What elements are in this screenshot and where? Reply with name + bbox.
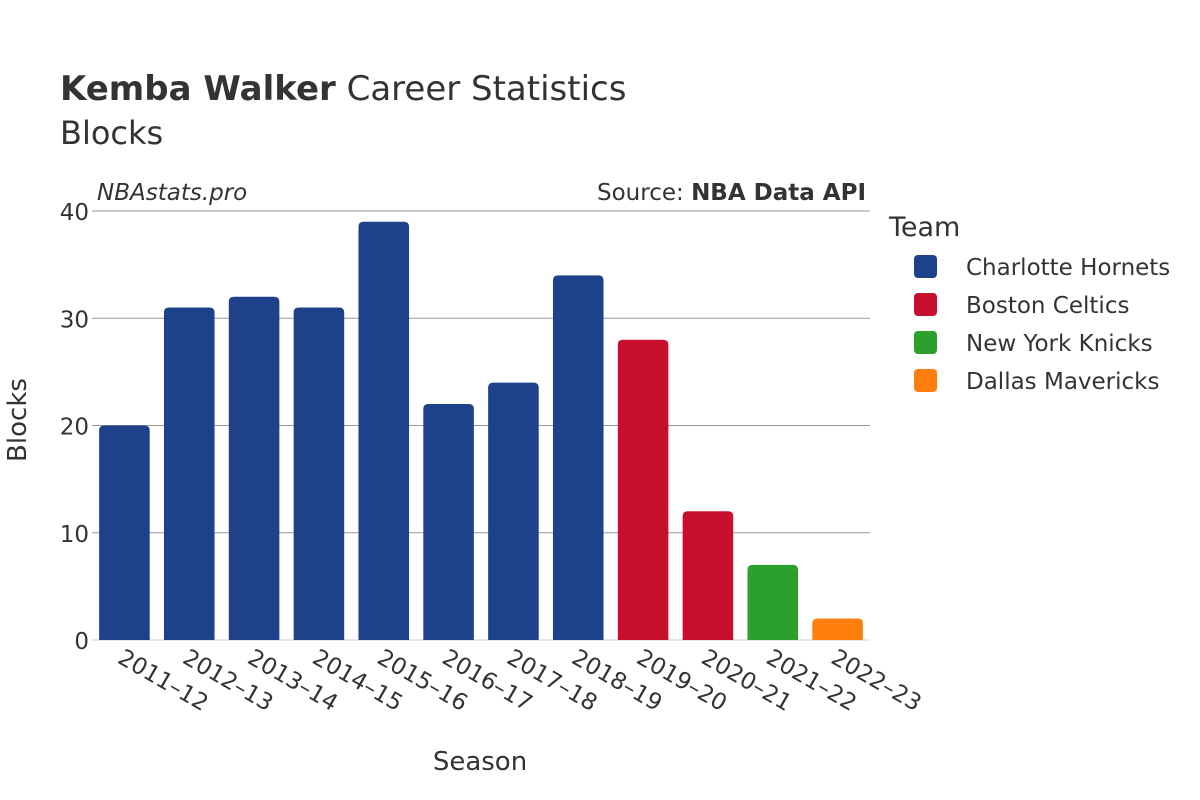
- chart-title-bold: Kemba Walker: [60, 69, 336, 109]
- bar[interactable]: [358, 221, 410, 640]
- legend: Charlotte Hornets Boston Celtics New York …: [914, 255, 1170, 395]
- legend-swatch: [914, 331, 937, 354]
- gridlines: [92, 210, 870, 641]
- bar[interactable]: [747, 564, 799, 640]
- legend-item-label[interactable]: New York Knicks: [966, 331, 1153, 357]
- legend-item-label[interactable]: Dallas Mavericks: [966, 369, 1159, 395]
- legend-swatch: [914, 255, 937, 278]
- y-tick-label: 20: [60, 415, 89, 441]
- legend-swatch: [914, 293, 937, 316]
- y-tick-label: 30: [60, 307, 89, 333]
- bar[interactable]: [682, 511, 734, 640]
- legend-item-label[interactable]: Charlotte Hornets: [966, 255, 1170, 281]
- bar[interactable]: [228, 296, 280, 640]
- y-tick-label: 40: [60, 200, 89, 226]
- y-axis-title: Blocks: [3, 378, 33, 462]
- chart-title: Kemba Walker Career Statistics: [60, 69, 626, 109]
- y-tick-label: 10: [60, 522, 89, 548]
- legend-swatch: [914, 369, 937, 392]
- bar[interactable]: [99, 425, 150, 641]
- legend-item-label[interactable]: Boston Celtics: [966, 293, 1129, 319]
- source-prefix: Source:: [597, 180, 691, 206]
- y-axis-ticks: 0 10 20 30 40: [60, 200, 89, 655]
- bar[interactable]: [488, 382, 539, 640]
- x-axis-title: Season: [433, 747, 527, 777]
- source-credit: Source: NBA Data API: [597, 180, 866, 206]
- chart-subtitle: Blocks: [60, 114, 163, 152]
- bar[interactable]: [617, 339, 669, 640]
- bar[interactable]: [812, 618, 863, 640]
- bar[interactable]: [552, 275, 604, 640]
- x-axis-ticks: 2011–122012–132013–142014–152015–162016–…: [113, 645, 925, 717]
- bar[interactable]: [163, 307, 215, 640]
- bars: [99, 221, 863, 641]
- source-name: NBA Data API: [691, 180, 866, 206]
- y-tick-label: 0: [74, 629, 89, 655]
- bar[interactable]: [293, 307, 345, 640]
- bar[interactable]: [423, 404, 474, 640]
- watermark: NBAstats.pro: [97, 180, 247, 206]
- legend-title: Team: [888, 212, 960, 243]
- chart-title-rest: Career Statistics: [336, 69, 627, 109]
